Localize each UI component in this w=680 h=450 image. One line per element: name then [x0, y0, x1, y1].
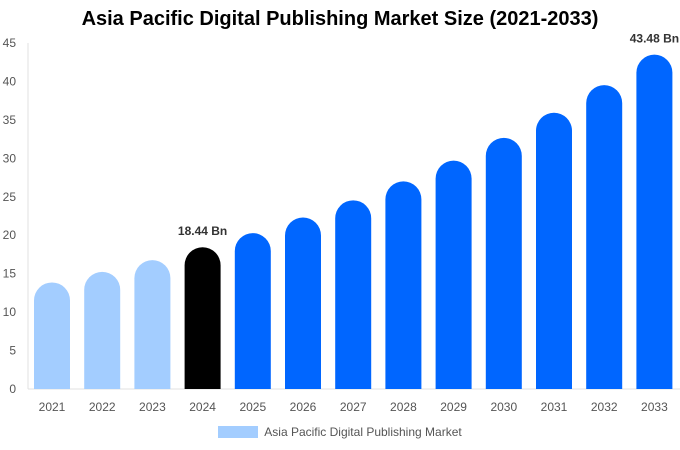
bar-2021 — [34, 282, 70, 389]
x-tick-label: 2031 — [541, 400, 568, 414]
bar-2026 — [285, 217, 321, 389]
bar-2025 — [234, 233, 271, 389]
x-tick-label: 2026 — [290, 400, 317, 414]
x-tick-label: 2033 — [641, 400, 668, 414]
bar-2028 — [385, 181, 422, 389]
bar-2022 — [84, 271, 121, 389]
bar-2033 — [636, 54, 673, 390]
y-tick-label: 25 — [3, 190, 17, 204]
bar-2030 — [485, 137, 522, 389]
bar-2023 — [134, 260, 171, 389]
y-tick-label: 10 — [3, 305, 17, 319]
y-tick-label: 0 — [9, 382, 16, 396]
x-tick-label: 2032 — [591, 400, 618, 414]
y-tick-label: 40 — [3, 74, 17, 88]
legend: Asia Pacific Digital Publishing Market — [0, 425, 680, 439]
y-tick-label: 35 — [3, 113, 17, 127]
bar-2031 — [536, 112, 572, 389]
y-tick-label: 30 — [3, 151, 17, 165]
bar-2029 — [435, 160, 472, 389]
y-tick-label: 45 — [3, 36, 17, 50]
chart-title: Asia Pacific Digital Publishing Market S… — [81, 8, 599, 30]
x-tick-label: 2027 — [340, 400, 367, 414]
data-label-2033: 43.48 Bn — [630, 32, 679, 46]
x-tick-label: 2021 — [39, 400, 66, 414]
y-tick-label: 5 — [9, 344, 16, 358]
x-tick-label: 2023 — [139, 400, 166, 414]
bar-2024 — [184, 247, 221, 389]
x-tick-label: 2029 — [440, 400, 467, 414]
x-tick-label: 2022 — [89, 400, 116, 414]
x-tick-label: 2024 — [189, 400, 216, 414]
legend-label: Asia Pacific Digital Publishing Market — [264, 425, 462, 439]
y-tick-label: 20 — [3, 228, 17, 242]
bar-2027 — [335, 200, 372, 389]
data-label-2024: 18.44 Bn — [178, 224, 227, 238]
legend-swatch — [218, 426, 259, 438]
x-tick-label: 2025 — [239, 400, 266, 414]
bar-2032 — [586, 85, 623, 390]
y-tick-label: 15 — [3, 267, 17, 281]
x-tick-label: 2028 — [390, 400, 417, 414]
x-tick-label: 2030 — [490, 400, 517, 414]
